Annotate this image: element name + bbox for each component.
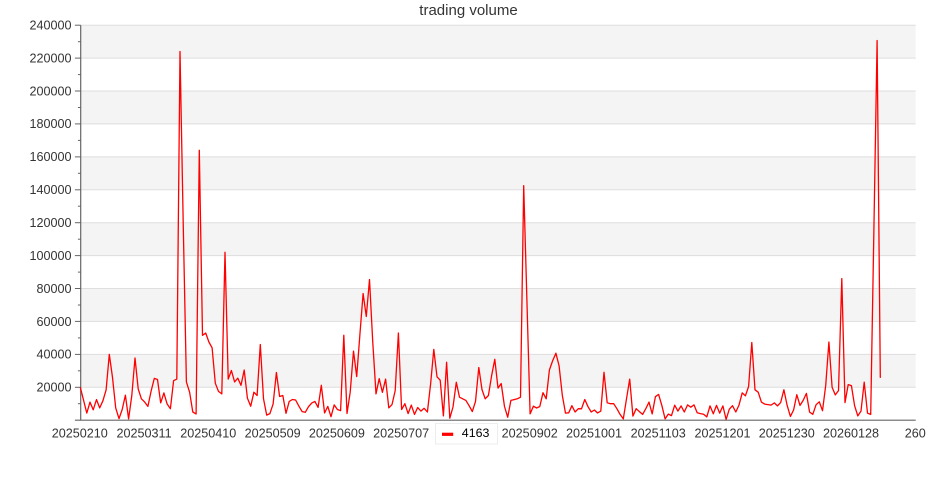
svg-text:80000: 80000 bbox=[36, 282, 71, 296]
svg-text:220000: 220000 bbox=[29, 51, 71, 65]
svg-text:20250311: 20250311 bbox=[117, 426, 172, 440]
svg-text:160000: 160000 bbox=[29, 150, 71, 164]
svg-text:20250707: 20250707 bbox=[373, 426, 429, 440]
svg-text:260: 260 bbox=[905, 426, 926, 440]
svg-text:20250902: 20250902 bbox=[502, 426, 558, 440]
svg-text:140000: 140000 bbox=[29, 183, 71, 197]
svg-text:20251230: 20251230 bbox=[759, 426, 815, 440]
svg-text:20251001: 20251001 bbox=[566, 426, 622, 440]
svg-text:40000: 40000 bbox=[36, 348, 71, 362]
svg-text:20251201: 20251201 bbox=[694, 426, 750, 440]
svg-text:20260128: 20260128 bbox=[823, 426, 879, 440]
svg-text:200000: 200000 bbox=[29, 84, 71, 98]
svg-text:20250410: 20250410 bbox=[180, 426, 236, 440]
svg-text:20250210: 20250210 bbox=[52, 426, 108, 440]
svg-text:60000: 60000 bbox=[36, 315, 71, 329]
svg-text:20250609: 20250609 bbox=[309, 426, 365, 440]
svg-text:trading volume: trading volume bbox=[419, 2, 517, 19]
svg-text:20251103: 20251103 bbox=[631, 426, 686, 440]
svg-text:120000: 120000 bbox=[29, 216, 71, 230]
svg-text:20000: 20000 bbox=[36, 381, 71, 395]
svg-text:20250509: 20250509 bbox=[245, 426, 301, 440]
svg-text:4163: 4163 bbox=[462, 426, 490, 440]
svg-text:100000: 100000 bbox=[29, 249, 71, 263]
svg-text:180000: 180000 bbox=[29, 117, 71, 131]
svg-text:240000: 240000 bbox=[29, 19, 71, 33]
